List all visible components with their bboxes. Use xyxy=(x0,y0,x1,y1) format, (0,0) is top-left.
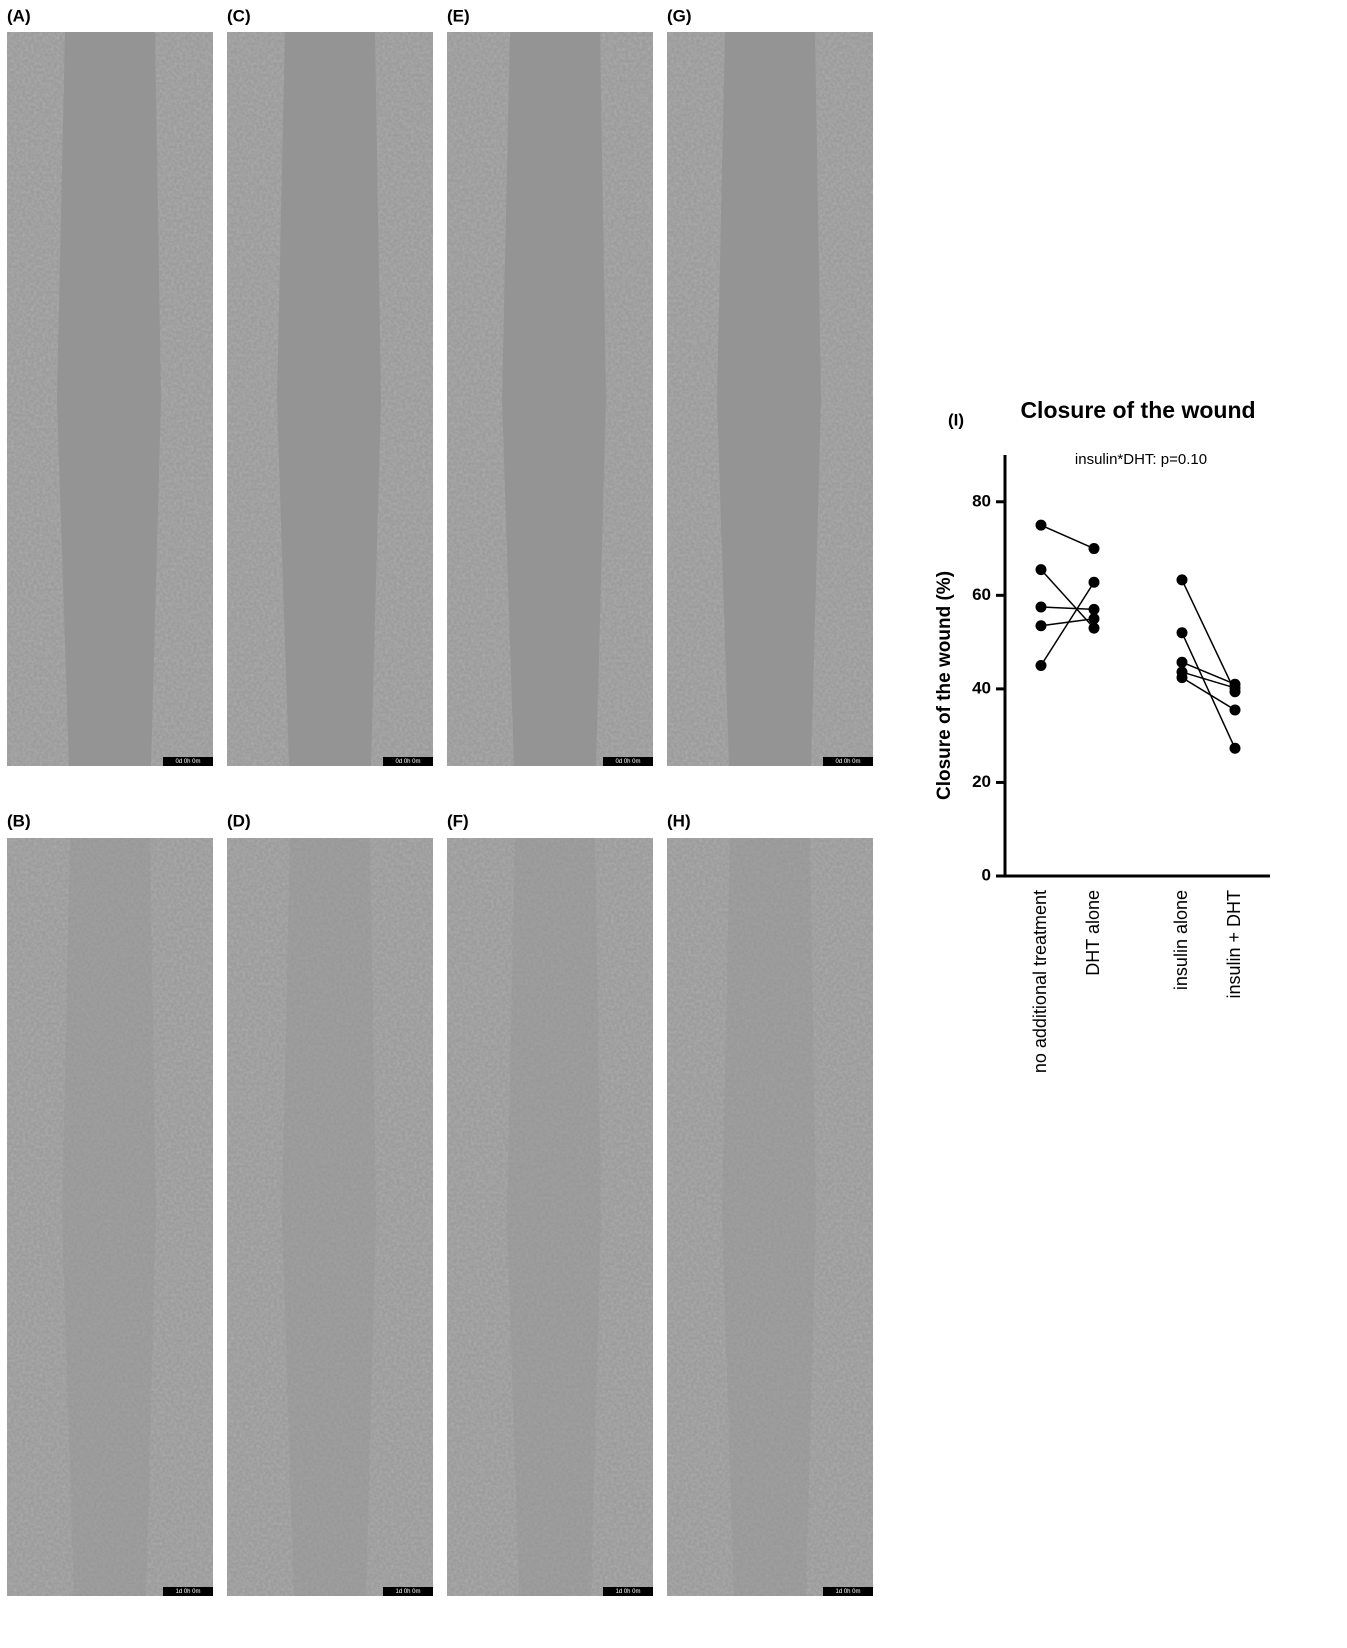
data-point xyxy=(1229,682,1241,694)
data-point xyxy=(1088,543,1100,555)
x-tick-label: insulin + DHT xyxy=(1224,890,1244,999)
timestamp-bg xyxy=(163,1587,213,1596)
pair-line xyxy=(1040,606,1095,611)
data-point xyxy=(1035,564,1047,576)
cell-texture xyxy=(7,838,213,1596)
timestamp-bg xyxy=(163,757,213,766)
data-point xyxy=(1229,742,1241,754)
timestamp: 1d 0h 0m xyxy=(175,1589,200,1595)
micrograph: 1d 0h 0m xyxy=(227,838,433,1596)
micrograph: 0d 0h 0m xyxy=(447,32,653,766)
cell-texture xyxy=(447,838,653,1596)
micrograph: 0d 0h 0m xyxy=(227,32,433,766)
y-tick-label: 20 xyxy=(972,772,991,791)
data-point xyxy=(1035,519,1047,531)
cell-texture xyxy=(667,838,873,1596)
timestamp: 1d 0h 0m xyxy=(615,1589,640,1595)
panel-label: (E) xyxy=(447,6,470,25)
data-point xyxy=(1176,574,1188,586)
panel-label: (D) xyxy=(227,811,251,830)
x-tick-label: DHT alone xyxy=(1083,890,1103,976)
wound-gap xyxy=(277,32,381,766)
annotation: insulin*DHT: p=0.10 xyxy=(1075,451,1207,468)
x-tick-label: insulin alone xyxy=(1171,890,1191,990)
y-tick-label: 80 xyxy=(972,491,991,510)
panel-label: (B) xyxy=(7,811,31,830)
timestamp-bg xyxy=(383,1587,433,1596)
pair-line xyxy=(1181,661,1236,685)
pair-line xyxy=(1040,617,1095,627)
wound-gap xyxy=(57,32,161,766)
timestamp: 1d 0h 0m xyxy=(395,1589,420,1595)
pair-line xyxy=(1040,581,1095,666)
micrograph: 0d 0h 0m xyxy=(667,32,873,766)
pair-line xyxy=(1040,524,1095,550)
pair-line xyxy=(1181,632,1236,749)
data-point xyxy=(1088,622,1100,634)
panel-label: (H) xyxy=(667,811,691,830)
cell-texture xyxy=(227,838,433,1596)
panel-label: (F) xyxy=(447,811,469,830)
micrograph: 1d 0h 0m xyxy=(667,838,873,1596)
wound-gap xyxy=(502,32,606,766)
y-tick-label: 0 xyxy=(982,865,991,884)
panel-label: (A) xyxy=(7,6,31,25)
wound-gap xyxy=(717,32,821,766)
timestamp-bg xyxy=(823,1587,873,1596)
data-point xyxy=(1176,656,1188,668)
timestamp: 0d 0h 0m xyxy=(615,759,640,765)
pair-line xyxy=(1040,569,1095,629)
wound-gap xyxy=(507,838,601,1596)
wound-gap xyxy=(282,838,376,1596)
data-point xyxy=(1176,672,1188,684)
micrograph: 0d 0h 0m xyxy=(7,32,213,766)
timestamp-bg xyxy=(383,757,433,766)
timestamp: 0d 0h 0m xyxy=(175,759,200,765)
timestamp: 0d 0h 0m xyxy=(395,759,420,765)
y-axis-label: Closure of the wound (%) xyxy=(934,571,955,800)
data-point xyxy=(1035,601,1047,613)
data-point xyxy=(1088,613,1100,625)
y-tick-label: 40 xyxy=(972,678,991,697)
data-point xyxy=(1088,576,1100,588)
panel-label: (C) xyxy=(227,6,251,25)
micrograph: 1d 0h 0m xyxy=(7,838,213,1596)
timestamp: 0d 0h 0m xyxy=(835,759,860,765)
data-point xyxy=(1035,620,1047,632)
timestamp-bg xyxy=(823,757,873,766)
timestamp-bg xyxy=(603,757,653,766)
wound-gap xyxy=(722,838,816,1596)
wound-gap xyxy=(62,838,156,1596)
pair-line xyxy=(1181,671,1236,689)
x-tick-label: no additional treatment xyxy=(1030,890,1050,1073)
timestamp: 1d 0h 0m xyxy=(835,1589,860,1595)
micrograph: 1d 0h 0m xyxy=(447,838,653,1596)
data-point xyxy=(1229,704,1241,716)
panel-label: (I) xyxy=(948,410,964,429)
timestamp-bg xyxy=(603,1587,653,1596)
chart-title: Closure of the wound xyxy=(1020,397,1255,423)
pair-line xyxy=(1181,677,1236,711)
pair-line xyxy=(1181,579,1236,693)
panel-label: (G) xyxy=(667,6,692,25)
y-tick-label: 60 xyxy=(972,585,991,604)
data-point xyxy=(1176,627,1188,639)
data-point xyxy=(1088,603,1100,615)
data-point xyxy=(1035,660,1047,671)
